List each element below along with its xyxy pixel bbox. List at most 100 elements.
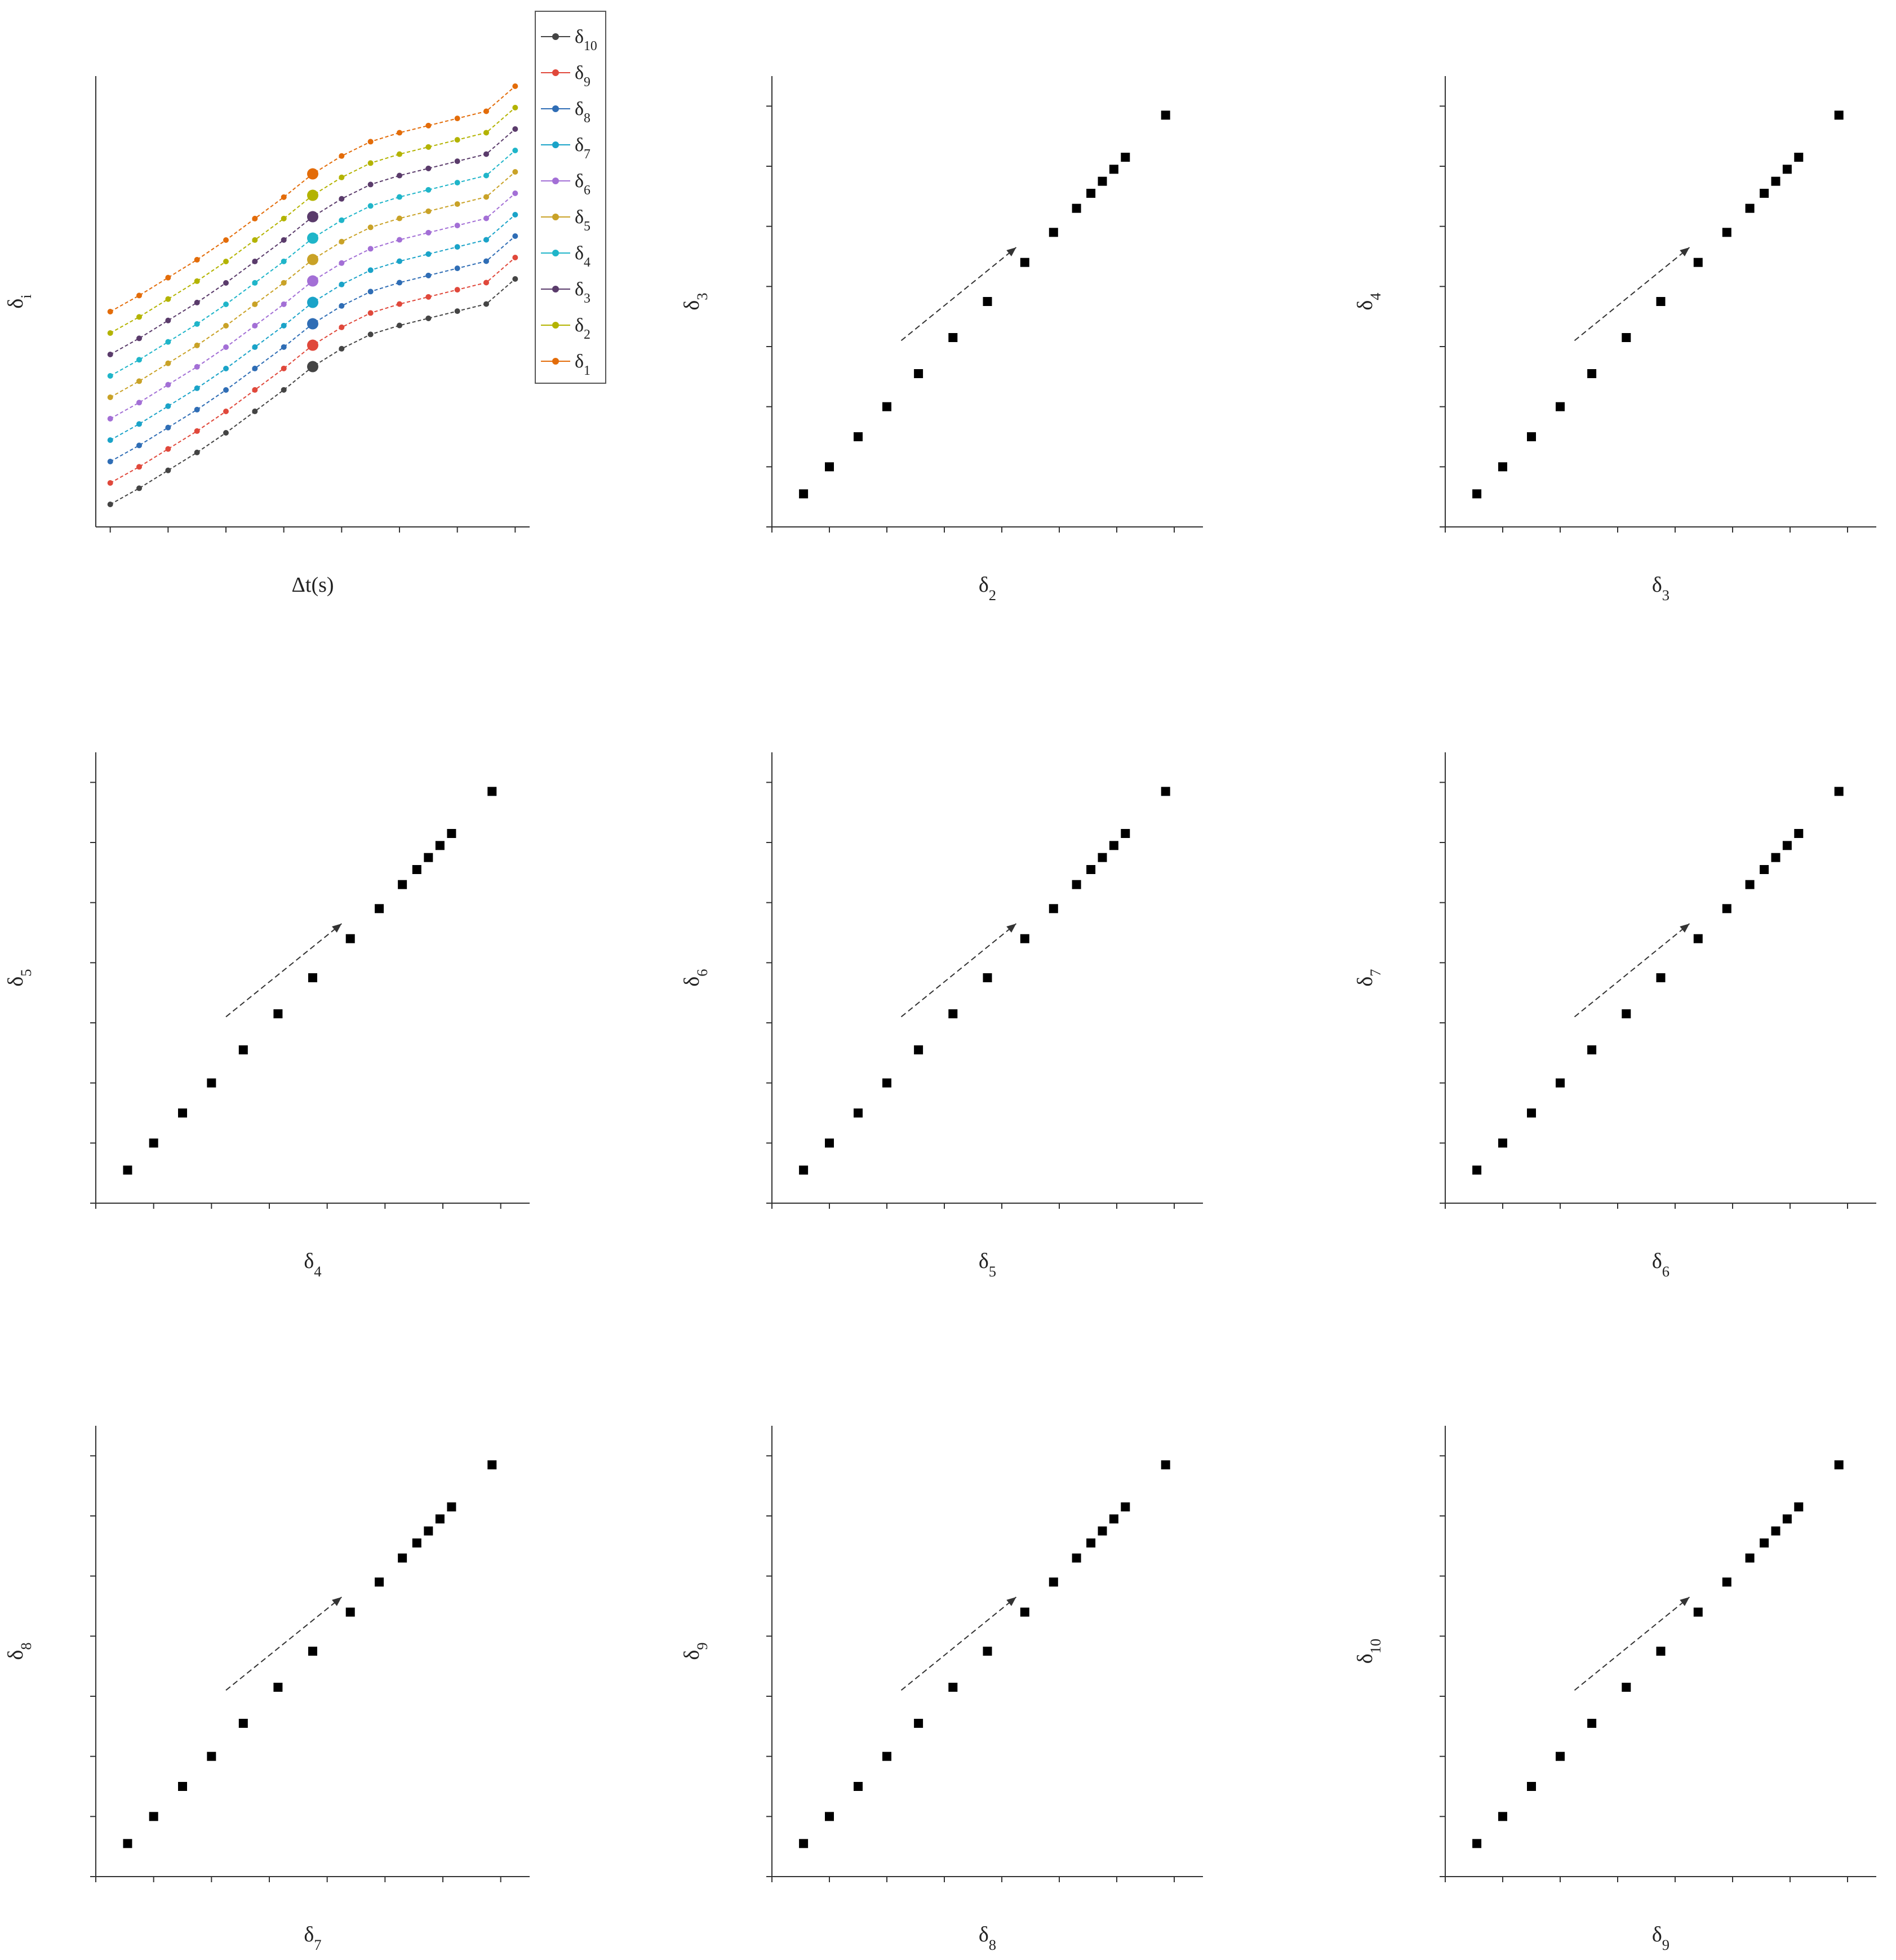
series-point	[425, 187, 432, 193]
series-point	[512, 83, 518, 89]
legend-swatch-marker	[552, 178, 559, 184]
increase-arrow-line	[1574, 1597, 1690, 1691]
series-point	[223, 301, 229, 308]
data-point	[1587, 369, 1597, 378]
legend-label: δ8	[575, 99, 590, 126]
increase-arrow-line	[900, 923, 1017, 1018]
series-point	[339, 345, 345, 352]
series-point	[339, 324, 345, 330]
series-point	[165, 467, 171, 473]
series-point	[512, 233, 518, 239]
series-point	[136, 421, 142, 427]
series-point	[165, 360, 171, 366]
data-point	[1020, 1607, 1029, 1617]
data-point	[799, 1165, 809, 1175]
y-axis-title: δ5	[4, 969, 34, 986]
data-point	[1693, 1607, 1703, 1617]
x-axis-title: δ5	[979, 1249, 996, 1280]
series-point	[136, 400, 142, 406]
data-point	[398, 880, 407, 889]
legend-box	[535, 11, 606, 384]
series-point	[454, 223, 460, 229]
series-point	[223, 366, 229, 372]
series-point	[367, 181, 374, 188]
data-point	[412, 1538, 421, 1547]
series-point	[165, 339, 171, 345]
data-point	[948, 1009, 958, 1018]
panel-f: δ6 δ7	[1353, 752, 1876, 1280]
data-point	[1556, 402, 1565, 411]
data-point	[983, 297, 992, 306]
data-point	[1121, 153, 1130, 162]
data-point	[1587, 1045, 1597, 1054]
data-point	[1834, 1460, 1844, 1470]
data-point	[1109, 165, 1118, 174]
legend-swatch-marker	[552, 105, 559, 112]
legend-label: δ5	[575, 207, 590, 234]
series-point	[307, 296, 318, 308]
series-point	[136, 464, 142, 470]
series-point	[339, 303, 345, 309]
series-point	[425, 272, 432, 278]
data-point	[914, 1045, 923, 1054]
series-point	[252, 322, 258, 329]
data-point	[825, 462, 834, 472]
series-point	[252, 258, 258, 264]
series-point	[107, 459, 113, 464]
series-point	[339, 217, 345, 223]
series-point	[194, 256, 200, 263]
increase-arrow-line	[225, 1597, 342, 1691]
series-point	[454, 158, 460, 165]
data-point	[1020, 934, 1029, 943]
data-point	[1161, 110, 1170, 120]
series-point	[223, 280, 229, 286]
data-point	[123, 1165, 132, 1175]
data-point	[1161, 787, 1170, 796]
series-point	[107, 502, 113, 507]
data-point	[1760, 189, 1769, 198]
x-axis-title: δ7	[304, 1923, 321, 1953]
data-point	[854, 1782, 863, 1791]
data-point	[854, 1108, 863, 1118]
legend-label: δ6	[575, 171, 590, 198]
data-point	[882, 1751, 891, 1761]
series-point	[307, 232, 318, 244]
data-point	[308, 973, 317, 982]
series-point	[397, 322, 402, 329]
data-point	[1498, 462, 1507, 472]
data-point	[1527, 432, 1536, 441]
data-point	[854, 432, 863, 441]
series-point	[107, 309, 113, 314]
increase-arrow-head	[1680, 1597, 1690, 1606]
series-point	[136, 335, 142, 342]
data-point	[375, 1577, 384, 1587]
series-point	[136, 442, 142, 449]
series-point	[367, 246, 374, 252]
series-point	[397, 130, 402, 136]
series-point	[512, 105, 518, 110]
data-point	[178, 1108, 187, 1118]
legend-swatch-marker	[552, 69, 559, 76]
series-point	[339, 238, 345, 245]
series-point	[339, 260, 345, 266]
series-point	[397, 258, 402, 264]
series-point	[512, 212, 518, 218]
series-point	[512, 190, 518, 196]
x-axis-title: Δt(s)	[291, 573, 334, 597]
data-point	[799, 1839, 809, 1848]
data-point	[1086, 1538, 1096, 1547]
data-point	[1794, 829, 1804, 838]
x-axis-title: δ8	[979, 1923, 996, 1953]
series-point	[165, 424, 171, 431]
data-point	[178, 1782, 187, 1791]
legend-label: δ9	[575, 63, 590, 90]
series-point	[483, 194, 489, 200]
y-axis-title: δ6	[680, 969, 711, 986]
series-point	[367, 267, 374, 273]
series-point	[367, 160, 374, 166]
series-point	[281, 215, 287, 221]
series-point	[194, 428, 200, 434]
series-point	[397, 280, 402, 286]
series-point	[397, 237, 402, 243]
series-point	[454, 201, 460, 207]
